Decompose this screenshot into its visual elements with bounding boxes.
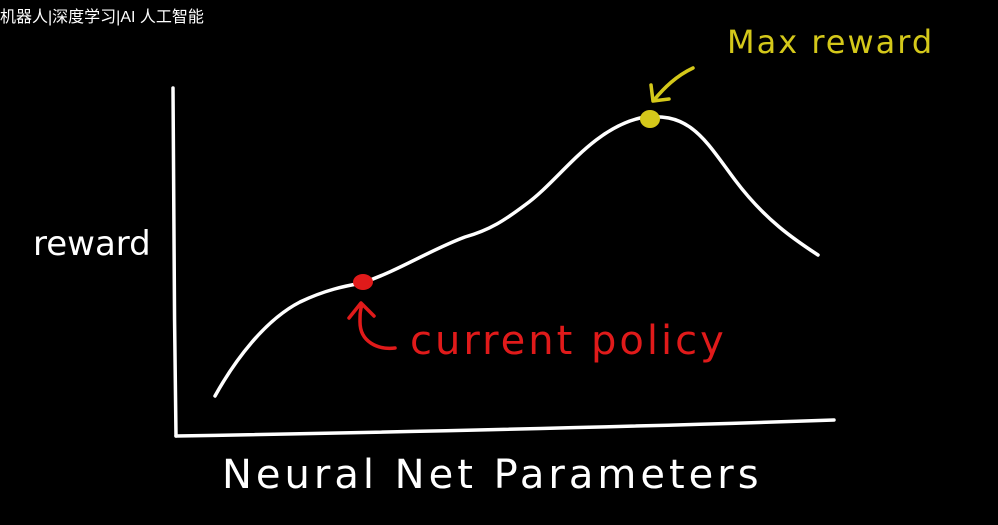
x-axis-label: Neural Net Parameters — [222, 452, 763, 498]
x-axis — [174, 418, 836, 438]
max-reward-dot — [640, 110, 660, 128]
video-title: 机器人|深度学习|AI 人工智能 — [0, 9, 204, 26]
max-reward-label: Max reward — [727, 23, 934, 61]
current-policy-label: current policy — [410, 318, 727, 364]
current-policy-arrow — [358, 303, 397, 351]
max-reward-arrowhead — [649, 83, 671, 103]
reward-curve — [213, 115, 820, 398]
current-policy-dot — [353, 274, 373, 290]
current-policy-arrowhead — [347, 301, 376, 320]
y-axis — [171, 86, 178, 438]
max-reward-arrow — [652, 66, 695, 102]
y-axis-label: reward — [33, 224, 151, 264]
